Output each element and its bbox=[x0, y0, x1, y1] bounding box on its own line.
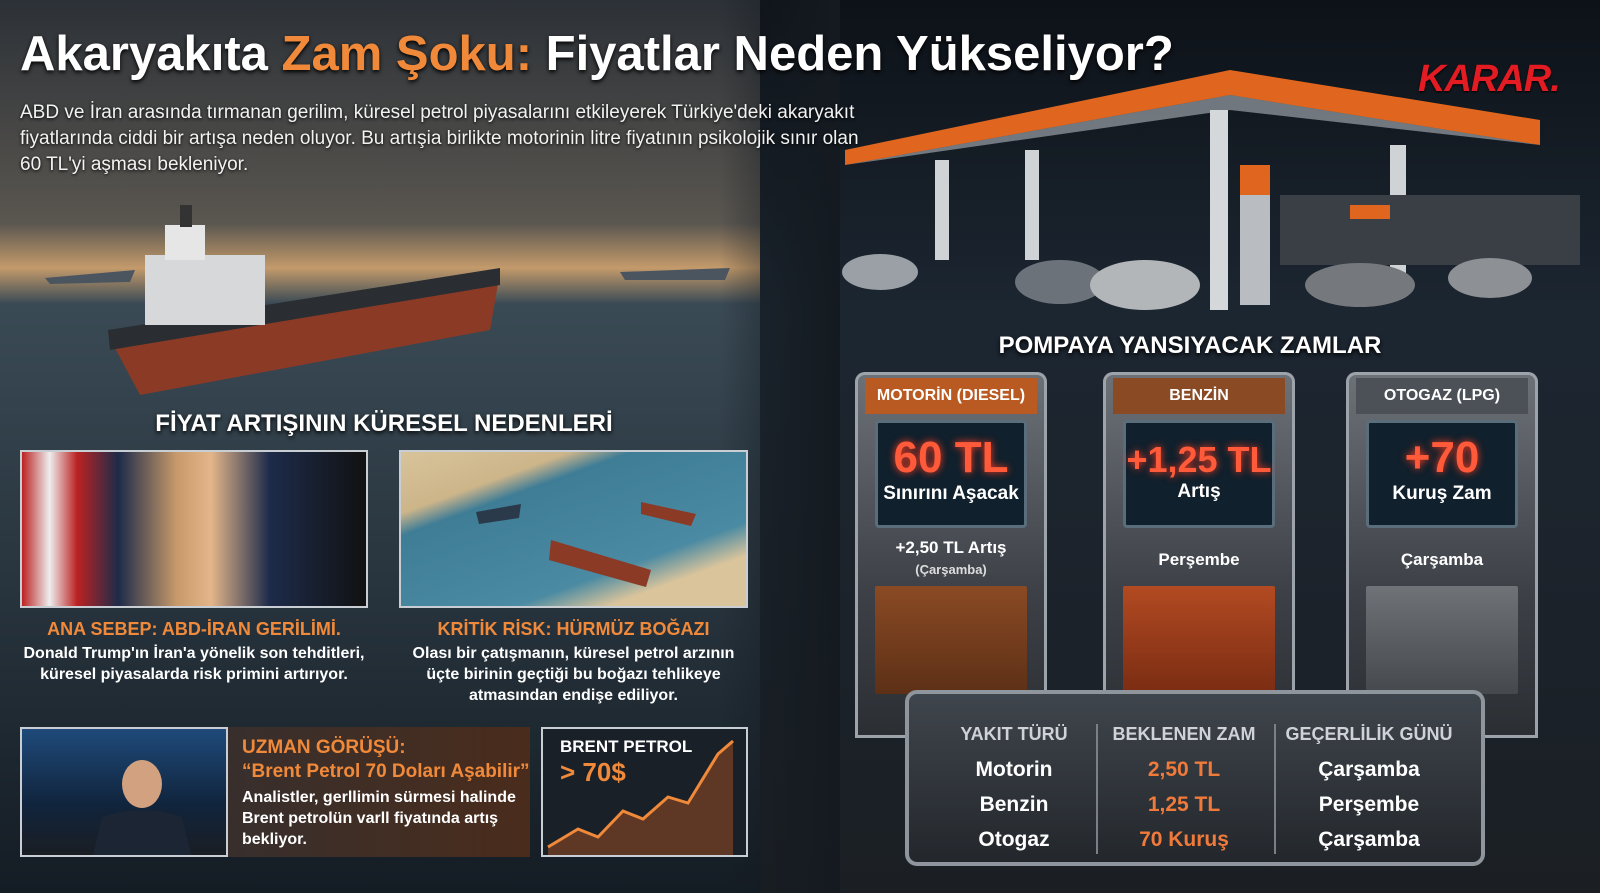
table-cell: Benzin bbox=[979, 793, 1049, 816]
photo-analyst bbox=[20, 727, 228, 857]
table-cell: 70 Kuruş bbox=[1139, 828, 1229, 851]
pump-big: 60 TL bbox=[893, 433, 1009, 482]
table-cell: Motorin bbox=[975, 758, 1053, 781]
pump-screen: +1,25 TL Artış bbox=[1123, 420, 1275, 528]
pump-screen: +70 Kuruş Zam bbox=[1366, 420, 1518, 528]
brent-chart bbox=[541, 727, 748, 857]
cause-text: Olası bir çatışmanın, küresel petrol arz… bbox=[412, 645, 735, 704]
expert-label: UZMAN GÖRÜŞÜ: bbox=[242, 737, 406, 758]
pump-sub: Artış bbox=[1177, 481, 1221, 502]
photo-politician bbox=[20, 450, 368, 608]
pump-sub: Kuruş Zam bbox=[1392, 483, 1492, 504]
title-part: Akaryakıta bbox=[20, 27, 268, 81]
pump-note: (Çarşamba) bbox=[915, 562, 987, 577]
pump: BENZİN +1,25 TL Artış Perşembe bbox=[1103, 372, 1295, 738]
pump-panel bbox=[1123, 586, 1275, 694]
intro-text: ABD ve İran arasında tırmanan gerilim, k… bbox=[20, 102, 859, 175]
pump-panel bbox=[1366, 586, 1518, 694]
title: Akaryakıta Zam Şoku: Fiyatlar Neden Yüks… bbox=[20, 26, 1174, 82]
brent-line bbox=[547, 739, 734, 855]
table-cell: 1,25 TL bbox=[1147, 793, 1221, 816]
pump: OTOGAZ (LPG) +70 Kuruş Zam Çarşamba bbox=[1346, 372, 1538, 738]
table-header: GEÇERLİLİK GÜNÜ bbox=[1285, 724, 1453, 744]
pump-note: Çarşamba bbox=[1400, 550, 1484, 569]
pump-big: +1,25 TL bbox=[1126, 439, 1272, 480]
brent-value: > 70$ bbox=[560, 757, 626, 787]
pump-name: MOTORİN (DIESEL) bbox=[865, 378, 1037, 414]
divider bbox=[1274, 724, 1276, 854]
table-header: YAKIT TÜRÜ bbox=[960, 724, 1068, 744]
table-cell: 2,50 TL bbox=[1147, 758, 1221, 781]
logo: KARAR. bbox=[1418, 58, 1561, 100]
section-heading: POMPAYA YANSIYACAK ZAMLAR bbox=[998, 332, 1382, 359]
pump-note: Perşembe bbox=[1158, 550, 1240, 569]
analyst bbox=[92, 760, 192, 855]
pump-panel bbox=[875, 586, 1027, 694]
ships bbox=[476, 502, 696, 587]
pump: MOTORİN (DIESEL) 60 TL Sınırını Aşacak +2… bbox=[855, 372, 1047, 738]
pump-sub: Sınırını Aşacak bbox=[883, 483, 1019, 504]
table-cell: Perşembe bbox=[1318, 793, 1420, 816]
brent-label: BRENT PETROL bbox=[560, 737, 693, 756]
station-canopy bbox=[842, 70, 1580, 310]
section-heading: FİYAT ARTIŞININ KÜRESEL NEDENLERİ bbox=[155, 410, 613, 437]
title-highlight: Zam Şoku: bbox=[281, 27, 533, 81]
warship bbox=[620, 268, 730, 280]
cause-title: ANA SEBEP: ABD-İRAN GERİLİMİ. bbox=[47, 619, 341, 639]
pump-screen: 60 TL Sınırını Aşacak bbox=[875, 420, 1027, 528]
pump-name: BENZİN bbox=[1113, 378, 1285, 414]
title-part: Fiyatlar Neden Yükseliyor? bbox=[545, 27, 1174, 81]
table-header: BEKLENEN ZAM bbox=[1112, 724, 1256, 744]
table-cell: Otogaz bbox=[978, 828, 1050, 851]
cause-text: Donald Trump'ın İran'a yönelik son tehdi… bbox=[23, 645, 365, 683]
divider bbox=[1096, 724, 1098, 854]
table-cell: Çarşamba bbox=[1318, 828, 1420, 851]
pump-name: OTOGAZ (LPG) bbox=[1356, 378, 1528, 414]
pump-note: +2,50 TL Artış bbox=[895, 538, 1007, 557]
warship bbox=[45, 270, 135, 284]
tanker bbox=[108, 205, 500, 395]
price-table: YAKIT TÜRÜ BEKLENEN ZAM GEÇERLİLİK GÜNÜ Mot… bbox=[905, 690, 1485, 866]
photo-strait bbox=[399, 450, 748, 608]
cause-title: KRİTİK RİSK: HÜRMÜZ BOĞAZI bbox=[437, 619, 710, 639]
expert-text: Analistler, gerllimin sürmesi halinde Br… bbox=[242, 789, 516, 848]
table-cell: Çarşamba bbox=[1318, 758, 1420, 781]
expert-quote: “Brent Petrol 70 Doları Aşabilir” bbox=[242, 761, 530, 782]
pump-big: +70 bbox=[1404, 433, 1480, 482]
